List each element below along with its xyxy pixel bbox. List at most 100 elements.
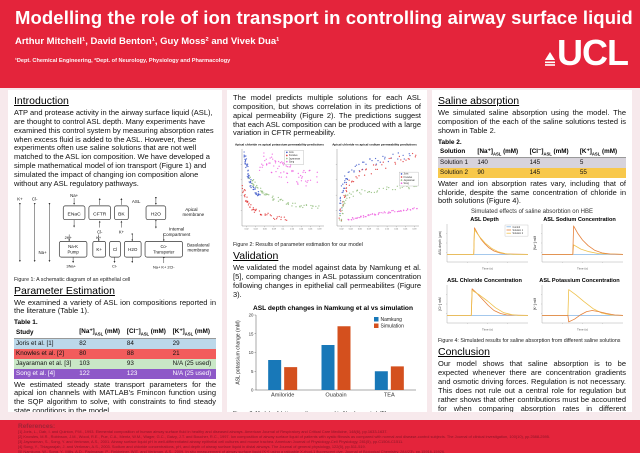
affiliations: ¹Dept. Chemical Engineering, ²Dept. of N… xyxy=(15,58,231,64)
fig4-subplot-title: ASL Potassium Concentration xyxy=(539,278,620,284)
table1-cell: 80 xyxy=(79,350,87,358)
fig4-subplot-title: ASL Depth xyxy=(470,217,499,223)
table1-row: Song et al. [4] 122 123 N/A (25 used) xyxy=(14,368,216,379)
figure3-bar-chart: ASL depth changes in Namkung et al vs si… xyxy=(233,303,421,410)
table1-cell: 122 xyxy=(79,370,90,378)
fig2_left-legend xyxy=(284,150,304,165)
apical-membrane-label-1: Apical xyxy=(185,206,197,211)
table2-col-header: [Na⁺]ASL (mM) xyxy=(475,146,528,158)
svg-text:0.14: 0.14 xyxy=(299,229,304,231)
svg-text:0.08: 0.08 xyxy=(367,229,372,231)
k-left-ion: K+ xyxy=(17,196,23,201)
cl-left-ion: Cl- xyxy=(32,196,38,201)
internal-compartment-label-2: Compartment xyxy=(163,232,191,237)
table1-header-row: Study [Na⁺]ASL (mM) [Cl⁻]ASL (mM) [K⁺]ASL (… xyxy=(14,327,216,339)
validation-text: We validated the model against data by N… xyxy=(233,263,421,299)
table1-cell: 93 xyxy=(126,360,134,368)
table2-cell: 140 xyxy=(477,159,488,167)
fig4-legend-entry: Solution 2 xyxy=(513,233,524,236)
fig4-xlabel: Time (s) xyxy=(577,267,588,271)
svg-text:0.02: 0.02 xyxy=(245,229,250,231)
basolateral-membrane-label-2: membrane xyxy=(187,247,209,252)
svg-text:0.04: 0.04 xyxy=(349,229,354,231)
k-baso-ion: K+ xyxy=(96,234,102,239)
table2-col-header: [Cl⁻]ASL (mM) xyxy=(527,146,578,158)
ucl-dome-icon xyxy=(545,51,555,66)
fig3-title: ASL depth changes in Namkung et al vs si… xyxy=(253,305,413,312)
na-top-ion: Na+ xyxy=(70,193,79,198)
fig4-subplot-title: ASL Sodium Concentration xyxy=(543,217,616,223)
fig2_right-series-song xyxy=(347,207,418,221)
svg-text:0.12: 0.12 xyxy=(290,229,295,231)
table2-header-row: Solution [Na⁺]ASL (mM) [Cl⁻]ASL (mM) [K⁺]AS… xyxy=(438,146,626,158)
fig3-bar-simulation-amiloride xyxy=(284,366,298,390)
table1-cell: 82 xyxy=(79,340,87,348)
svg-text:5: 5 xyxy=(251,368,254,373)
table1-cell: 84 xyxy=(126,340,134,348)
validation-heading: Validation xyxy=(233,250,279,263)
table2-cell: 55 xyxy=(579,169,587,177)
basolateral-membrane-label-1: Basolateral xyxy=(187,242,210,247)
svg-text:0.14: 0.14 xyxy=(394,229,399,231)
svg-text:0.06: 0.06 xyxy=(263,229,268,231)
conclusion-text: Our model shows that saline absorption i… xyxy=(438,359,626,412)
table1-col-header: [K⁺]ASL (mM) xyxy=(170,327,216,339)
fig3-svg: ASL depth changes in Namkung et al vs si… xyxy=(236,305,416,398)
table1-cell: Knowles et al. [2] xyxy=(16,350,64,358)
svg-text:0.1: 0.1 xyxy=(282,229,286,231)
h2o-apical-label: H2O xyxy=(151,211,161,217)
table2-row: Solution 1 140 145 5 xyxy=(438,157,626,168)
fig4-ylabel: [K⁺] mM xyxy=(533,298,537,311)
figure1-epithelial-cell-diagram: ENaC CFTR BK H2O Na-K Pump K+ Cl H2O Co-… xyxy=(17,193,210,269)
table2-cell: 145 xyxy=(529,169,541,177)
table1-cell: Song et al. [4] xyxy=(16,370,55,378)
table2-label: Table 2. xyxy=(438,138,462,146)
references-band: References: [1] Joris, L., Dab, I. and Q… xyxy=(0,420,640,453)
h2o-baso-label: H2O xyxy=(128,247,138,252)
fig4-ylabel: [Cl⁻] mM xyxy=(438,297,442,311)
svg-text:0.02: 0.02 xyxy=(340,229,345,231)
svg-text:0.1: 0.1 xyxy=(377,229,381,231)
figure4-subplot: ASL Sodium Concentration [Na⁺] mM Time (s) xyxy=(533,215,626,276)
svg-text:0.06: 0.06 xyxy=(358,229,363,231)
table1-cell: Joris et al. [1] xyxy=(16,340,54,348)
cotransporter-label-1: Co- xyxy=(160,244,167,249)
cl-baso-ion: Cl- xyxy=(112,263,118,268)
table1-row: Joris et al. [1] 82 84 29 xyxy=(14,338,216,349)
bk-label: BK xyxy=(118,211,125,217)
fig2_left-series-joris xyxy=(243,151,261,197)
fig4-3: ASL Potassium Concentration [K⁺] mM Time (… xyxy=(533,278,624,332)
svg-text:Knowles: Knowles xyxy=(404,177,414,179)
cotransporter-ions: Na+ K+ 2Cl- xyxy=(153,264,175,269)
table1-col-header: [Na⁺]ASL (mM) xyxy=(77,327,125,339)
diagram-channel-boxes xyxy=(58,205,183,258)
cotransporter-label-2: Transporter xyxy=(153,249,175,254)
figure2-caption: Figure 2: Results of parameter estimatio… xyxy=(233,242,363,249)
svg-text:15: 15 xyxy=(249,331,254,336)
table1-row: Knowles et al. [2] 80 88 21 xyxy=(14,348,216,359)
svg-text:Joris: Joris xyxy=(289,151,295,154)
references-heading: References: xyxy=(18,423,56,430)
svg-text:20: 20 xyxy=(249,312,254,317)
saline-text-1: We simulated saline absorption using the… xyxy=(438,108,626,135)
saline-absorption-heading: Saline absorption xyxy=(438,95,520,107)
pump-label-2: Pump xyxy=(67,249,79,254)
reference-entry: [1] Joris, L., Dab, I. and Quinton, P.M.… xyxy=(18,430,388,434)
fig3-bar-namkung-amiloride xyxy=(268,359,282,390)
table2-cell: 145 xyxy=(529,159,541,167)
figure2-left-scatter: Apical chloride vs apical potassium perm… xyxy=(233,141,326,241)
fig2_left-title: Apical chloride vs apical potassium perm… xyxy=(235,143,324,147)
svg-text:Jayaraman: Jayaraman xyxy=(289,158,301,161)
svg-text:0.18: 0.18 xyxy=(317,229,322,231)
middle-column: The model predicts multiple solutions fo… xyxy=(227,90,427,412)
figure4-subplot: ASL Chloride Concentration [Cl⁻] mM Time (… xyxy=(438,276,531,337)
table2-cell: 5 xyxy=(579,159,584,167)
table1-cell: 29 xyxy=(172,340,180,348)
cftr-label: CFTR xyxy=(93,211,107,217)
fig2_right-title: Apical chloride vs apical sodium permeab… xyxy=(332,143,417,147)
fig3-bar-simulation-tea xyxy=(390,365,404,390)
fig4-2: ASL Chloride Concentration [Cl⁻] mM Time (… xyxy=(438,278,529,332)
model-predictions-text: The model predicts multiple solutions fo… xyxy=(233,93,421,138)
fig2_right-series-knowles xyxy=(338,153,417,222)
